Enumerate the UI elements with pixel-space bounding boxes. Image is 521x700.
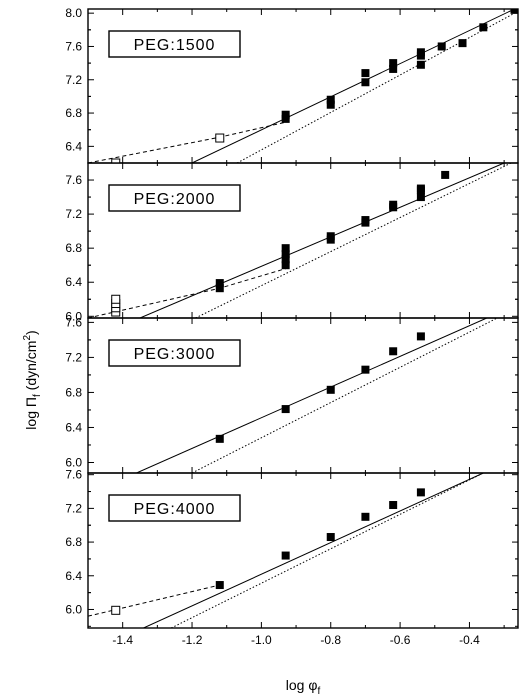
filled-square-marker (281, 551, 290, 560)
filled-square-marker (361, 216, 370, 225)
y-tick-label: 7.2 (65, 501, 82, 515)
panel-4: -1.4 -1.2 -1.0 -0.8 -0.6 -0.4 6.0 6.4 6.8 7.2 7.6 P… (65, 468, 519, 647)
x-tick-label: -1.4 (112, 633, 133, 647)
y-tick-label: 7.6 (65, 39, 82, 53)
filled-square-marker (361, 78, 370, 87)
y-tick-label: 6.0 (65, 455, 82, 469)
y-tick-label: 6.4 (65, 420, 82, 434)
filled-square-marker (281, 244, 290, 253)
dashed-fit-line (88, 584, 220, 617)
filled-square-marker (479, 23, 488, 32)
panels: 6.4 6.8 7.2 7.6 8.0 PEG:1500 6.0 6.4 6.8 7.2 7.6 PE… (65, 6, 519, 647)
plot-area (88, 9, 518, 163)
solid-fit-line (191, 9, 515, 163)
filled-square-marker (281, 261, 290, 270)
x-tick-label: -0.8 (320, 633, 341, 647)
y-tick-label: 7.2 (65, 207, 82, 221)
panel-label-box (108, 30, 241, 58)
y-tick-label: 8.0 (65, 6, 82, 20)
filled-square-marker (281, 405, 290, 414)
filled-square-marker (458, 39, 467, 48)
filled-square-marker (389, 347, 398, 356)
panel-3: 6.0 6.4 6.8 7.2 7.6 PEG:3000 (65, 315, 519, 474)
y-tick-label: 6.4 (65, 275, 82, 289)
filled-square-marker (361, 365, 370, 374)
plot-frame (87, 472, 519, 629)
filled-square-marker (215, 279, 224, 288)
y-tick-label: 6.0 (65, 309, 82, 323)
filled-square-marker (416, 488, 425, 497)
dotted-fit-line (236, 12, 515, 163)
filled-square-marker (361, 69, 370, 78)
filled-square-marker (326, 100, 335, 109)
x-tick-label: -0.4 (459, 633, 480, 647)
y-tick-label: 6.4 (65, 569, 82, 583)
filled-square-marker (281, 114, 290, 123)
y-tick-label: 7.2 (65, 73, 82, 87)
filled-square-marker (215, 284, 224, 293)
filled-square-marker (416, 193, 425, 202)
panel-label-box (108, 339, 241, 367)
filled-square-marker (389, 200, 398, 209)
filled-square-marker (416, 184, 425, 193)
open-square-marker (111, 158, 121, 163)
panel-label: PEG:3000 (134, 346, 216, 363)
solid-fit-line (143, 473, 484, 628)
filled-square-marker (389, 59, 398, 68)
filled-square-marker (510, 9, 518, 14)
open-square-marker (111, 605, 121, 615)
filled-square-marker (389, 64, 398, 73)
x-axis-title: log φf (286, 677, 321, 697)
panel-2: 6.0 6.4 6.8 7.2 7.6 PEG:2000 (65, 162, 519, 323)
dotted-fit-line (191, 318, 498, 473)
panel-label: PEG:2000 (134, 191, 216, 208)
y-tick-label: 6.0 (65, 602, 82, 616)
y-tick-label: 6.8 (65, 241, 82, 255)
filled-square-marker (326, 95, 335, 104)
filled-square-marker (215, 581, 224, 590)
filled-square-marker (361, 512, 370, 521)
plot-area (88, 163, 512, 318)
filled-square-marker (437, 42, 446, 51)
filled-square-marker (441, 170, 450, 179)
filled-square-marker (416, 332, 425, 341)
y-tick-label: 7.6 (65, 315, 82, 329)
y-axis-title: log Πf (dyn/cm2) (22, 330, 43, 429)
panel-1: 6.4 6.8 7.2 7.6 8.0 PEG:1500 (65, 6, 519, 164)
panel-label-box (108, 184, 241, 212)
y-tick-label: 6.8 (65, 106, 82, 120)
panel-label: PEG:1500 (134, 37, 216, 54)
solid-fit-line (136, 318, 488, 473)
open-square-marker (111, 294, 121, 304)
plot-area (136, 318, 498, 473)
filled-square-marker (281, 255, 290, 264)
filled-square-marker (416, 48, 425, 57)
filled-square-marker (281, 250, 290, 259)
dashed-fit-line (88, 121, 286, 163)
filled-square-marker (326, 533, 335, 542)
filled-square-marker (416, 60, 425, 69)
y-tick-label: 7.6 (65, 468, 82, 482)
y-tick-label: 7.6 (65, 173, 82, 187)
plot-area (88, 473, 484, 628)
x-tick-label: -0.6 (390, 633, 411, 647)
open-square-marker (215, 133, 225, 143)
x-tick-label: -1.2 (182, 633, 203, 647)
y-tick-label: 6.8 (65, 385, 82, 399)
filled-square-marker (215, 434, 224, 443)
y-tick-label: 6.4 (65, 139, 82, 153)
y-tick-label: 6.8 (65, 535, 82, 549)
filled-square-marker (326, 232, 335, 241)
panel-label: PEG:4000 (134, 501, 216, 518)
x-tick-label: -1.0 (251, 633, 272, 647)
panel-label-box (108, 494, 241, 522)
dotted-fit-line (195, 163, 512, 318)
filled-square-marker (281, 110, 290, 119)
y-tick-label: 7.2 (65, 350, 82, 364)
filled-square-marker (389, 501, 398, 510)
filled-square-marker (326, 385, 335, 394)
